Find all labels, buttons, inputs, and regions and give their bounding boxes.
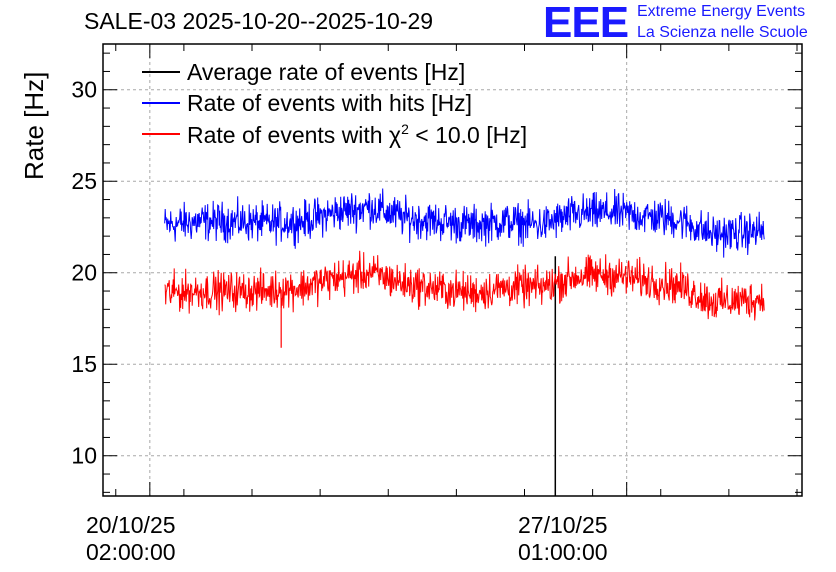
grid-lines [103, 44, 802, 496]
legend-label-chi2: Rate of events with χ2 < 10.0 [Hz] [187, 121, 527, 148]
x-tick-date-1: 27/10/25 [518, 512, 608, 538]
x-tick-label-1: 27/10/25 01:00:00 [518, 512, 608, 566]
legend: Average rate of events [Hz] Rate of even… [142, 59, 527, 148]
eee-logo: EEE [543, 0, 629, 47]
y-tick-label-25: 25 [71, 168, 97, 194]
y-tick-label-15: 15 [71, 351, 97, 377]
chart-title: SALE-03 2025-10-20--2025-10-29 [84, 8, 434, 34]
y-tick-label-20: 20 [71, 260, 97, 286]
y-tick-label-10: 10 [71, 443, 97, 469]
x-tick-label-0: 20/10/25 02:00:00 [86, 512, 176, 566]
y-tick-label-30: 30 [71, 77, 97, 103]
series-line-1 [164, 188, 765, 258]
x-tick-date-0: 20/10/25 [86, 512, 176, 538]
legend-chi2-sup: 2 [401, 121, 409, 137]
plot-frame [102, 43, 803, 497]
legend-chi2-suffix: < 10.0 [Hz] [409, 122, 527, 148]
legend-chi2-prefix: Rate of events with χ [187, 122, 401, 148]
logo-line-2: La Scienza nelle Scuole [637, 24, 808, 41]
series-line-2 [164, 250, 765, 321]
x-tick-time-0: 02:00:00 [86, 539, 176, 565]
axes: 10 15 20 25 30 [71, 43, 803, 497]
series-layer [164, 188, 765, 496]
logo-line-1: Extreme Energy Events [637, 3, 806, 20]
legend-label-hits: Rate of events with hits [Hz] [187, 90, 472, 116]
x-tick-time-1: 01:00:00 [518, 539, 608, 565]
legend-label-average: Average rate of events [Hz] [187, 59, 465, 85]
